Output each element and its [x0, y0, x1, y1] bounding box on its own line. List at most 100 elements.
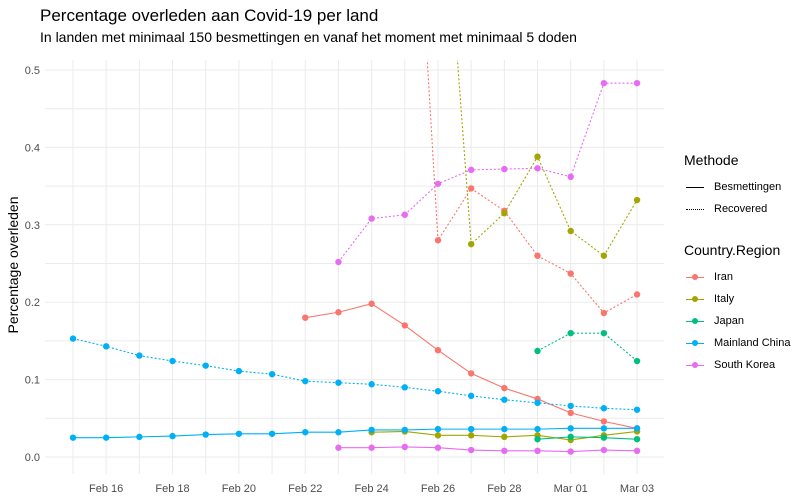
x-tick-label: Mar 01	[554, 483, 588, 495]
data-point	[467, 166, 475, 174]
data-point	[401, 384, 408, 391]
legend-methode: Methode Besmettingen Recovered	[684, 152, 781, 220]
data-point	[136, 433, 143, 441]
data-point	[335, 309, 342, 316]
data-point	[467, 240, 475, 248]
data-point	[600, 434, 608, 441]
data-point	[534, 252, 541, 259]
data-point	[302, 314, 309, 321]
y-axis-ticks: 0.0 0.1 0.2 0.3 0.4 0.5	[25, 65, 40, 464]
data-point	[600, 446, 608, 454]
data-point	[169, 432, 176, 440]
point-line-icon	[684, 358, 706, 372]
data-point	[202, 431, 209, 438]
data-point	[102, 434, 110, 441]
x-tick-label: Feb 26	[421, 483, 455, 495]
data-point	[534, 165, 541, 172]
data-point	[69, 434, 77, 441]
data-point	[467, 370, 475, 377]
data-point	[567, 173, 574, 181]
y-tick-label: 0.5	[25, 65, 40, 77]
solid-line-icon	[684, 180, 706, 194]
legend-item-iran: Iran	[684, 266, 790, 288]
data-point	[501, 396, 508, 403]
data-point	[501, 209, 508, 217]
data-point	[434, 388, 442, 395]
legend-label: Iran	[714, 271, 733, 283]
data-point	[633, 447, 641, 455]
data-point	[633, 79, 641, 87]
data-point	[401, 443, 408, 451]
data-point	[335, 258, 342, 266]
x-tick-label: Mar 03	[620, 483, 654, 495]
legend-item-mainland-china: Mainland China	[684, 332, 790, 354]
series-lines	[69, 60, 641, 455]
data-point	[302, 429, 309, 436]
data-point	[335, 444, 342, 451]
data-point	[368, 381, 375, 388]
x-tick-label: Feb 16	[89, 483, 123, 495]
data-point	[235, 430, 243, 437]
legend-item-recovered: Recovered	[684, 198, 781, 220]
y-tick-label: 0.3	[25, 220, 40, 232]
series-south-korea-besmettingen	[335, 443, 641, 455]
chart-subtitle: In landen met minimaal 150 besmettingen …	[40, 29, 577, 45]
data-point	[467, 425, 475, 433]
legend-item-italy: Italy	[684, 288, 790, 310]
legend-item-japan: Japan	[684, 310, 790, 332]
y-tick-label: 0.4	[25, 142, 40, 154]
data-point	[534, 425, 541, 433]
data-point	[169, 357, 176, 365]
point-line-icon	[684, 292, 706, 306]
data-point	[534, 347, 541, 355]
data-point	[467, 185, 475, 192]
point-line-icon	[684, 336, 706, 350]
x-tick-label: Feb 24	[354, 483, 388, 495]
legend-label: Italy	[714, 293, 735, 305]
data-point	[401, 426, 408, 434]
series-mainland-china-recovered	[69, 335, 641, 413]
data-point	[467, 432, 475, 439]
series-japan-besmettingen	[534, 433, 641, 443]
data-point	[302, 377, 309, 385]
data-point	[136, 352, 143, 359]
data-point	[600, 418, 608, 425]
data-point	[434, 180, 442, 187]
data-point	[434, 346, 442, 354]
data-point	[600, 79, 608, 87]
x-tick-label: Feb 22	[288, 483, 322, 495]
data-point	[501, 384, 508, 392]
x-axis-ticks: Feb 16 Feb 18 Feb 20 Feb 22 Feb 24 Feb 26 Feb …	[89, 483, 654, 495]
data-point	[633, 406, 641, 413]
data-point	[268, 370, 276, 378]
data-point	[467, 446, 475, 454]
data-point	[202, 362, 209, 369]
data-point	[401, 211, 408, 218]
data-point	[102, 343, 110, 350]
legend-methode-title: Methode	[684, 152, 739, 168]
data-point	[567, 448, 574, 455]
data-point	[368, 444, 375, 451]
data-point	[600, 309, 608, 317]
series-mainland-china-besmettingen	[69, 425, 641, 441]
legend-country: Country.Region Iran Italy Japan Mainland Ch…	[684, 242, 790, 376]
legend-label: Japan	[714, 315, 744, 327]
data-point	[567, 409, 574, 417]
data-point	[567, 329, 574, 337]
series-south-korea-recovered	[335, 79, 641, 266]
data-point	[600, 405, 608, 412]
data-point	[501, 433, 508, 441]
data-point	[434, 432, 442, 439]
data-point	[368, 215, 375, 222]
point-line-icon	[684, 314, 706, 328]
x-tick-label: Feb 28	[487, 483, 521, 495]
point-line-icon	[684, 270, 706, 284]
legend-label: Mainland China	[714, 337, 791, 349]
dotted-line-icon	[684, 202, 706, 216]
data-point	[501, 447, 508, 455]
y-axis-label: Percentage overleden	[5, 197, 21, 334]
series-iran-recovered	[426, 60, 641, 317]
data-point	[501, 165, 508, 173]
data-point	[633, 291, 641, 298]
